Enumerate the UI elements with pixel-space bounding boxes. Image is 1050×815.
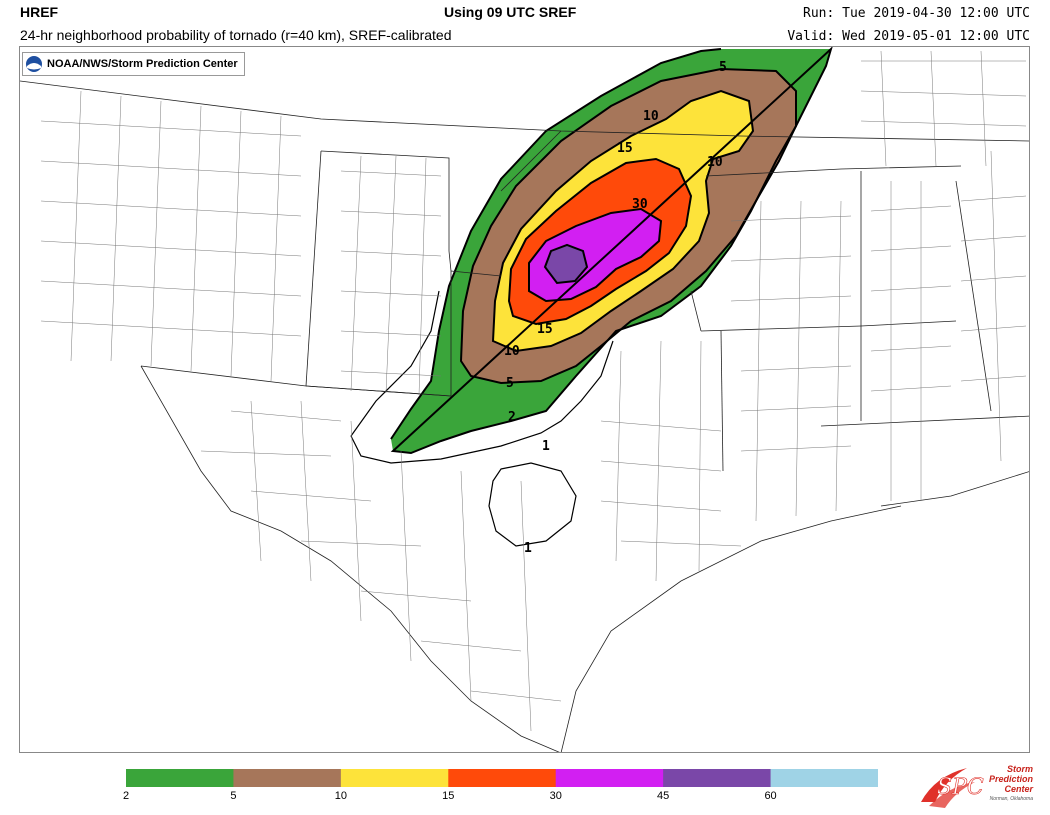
- legend-tick-label: 2: [122, 790, 130, 802]
- map-canvas: 5 10 10 15 30 15 10 5 2 1 1: [20, 47, 1029, 752]
- prob-fill-45: [545, 245, 587, 283]
- legend-tick-label: 10: [334, 790, 347, 802]
- probability-map: 5 10 10 15 30 15 10 5 2 1 1 NOAA/NWS/Sto…: [19, 46, 1030, 753]
- spc-logo-line: Storm: [1006, 764, 1033, 774]
- color-legend: [126, 769, 878, 787]
- noaa-badge-text: NOAA/NWS/Storm Prediction Center: [47, 58, 238, 70]
- legend-tick-label: 60: [764, 790, 777, 802]
- legend-tick-label: 30: [549, 790, 562, 802]
- contour-label: 30: [632, 197, 648, 212]
- spc-logo: SPC Storm Prediction Center Norman, Okla…: [915, 762, 1043, 810]
- spc-logo-mark-text: SPC: [937, 775, 984, 800]
- contour-lines-thin: [350, 290, 614, 547]
- legend-ticks: 2 5 10 15 30 45 60: [0, 790, 1050, 806]
- contour-label: 10: [504, 344, 520, 359]
- contour-label: 5: [506, 376, 514, 391]
- legend-swatch: [770, 769, 878, 787]
- spc-logo-mark: SPC: [921, 768, 984, 808]
- run-time: Run: Tue 2019-04-30 12:00 UTC: [803, 6, 1030, 21]
- state-boundaries: [20, 80, 1029, 752]
- spc-logo-text: Storm Prediction Center Norman, Oklahoma: [989, 764, 1033, 804]
- spc-logo-line: Prediction: [988, 774, 1033, 784]
- contour-label: 5: [719, 60, 727, 75]
- model-name: HREF: [20, 4, 59, 20]
- spc-logo-line: Center: [1004, 784, 1033, 794]
- legend-tick-label: 45: [657, 790, 670, 802]
- contour-label: 1: [524, 541, 532, 556]
- legend-swatch: [663, 769, 772, 787]
- valid-time: Valid: Wed 2019-05-01 12:00 UTC: [787, 29, 1030, 44]
- legend-swatch: [448, 769, 557, 787]
- product-description: 24-hr neighborhood probability of tornad…: [20, 27, 452, 43]
- contour-lines: [390, 47, 833, 455]
- noaa-logo-icon: [25, 55, 43, 73]
- contour-label-group: 5 10 10 15 30 15 10 5 2 1 1: [504, 60, 727, 556]
- legend-swatch: [233, 769, 342, 787]
- legend-swatch: [555, 769, 664, 787]
- county-boundaries: [40, 50, 1027, 732]
- noaa-badge: NOAA/NWS/Storm Prediction Center: [22, 52, 245, 76]
- legend-swatch: [340, 769, 449, 787]
- contour-label: 10: [707, 155, 723, 170]
- contour-label: 10: [643, 109, 659, 124]
- legend-tick-label: 15: [442, 790, 455, 802]
- contour-label: 2: [508, 410, 516, 425]
- contour-label: 1: [542, 439, 550, 454]
- contour-label: 15: [617, 141, 633, 156]
- sref-run-label: Using 09 UTC SREF: [444, 4, 577, 20]
- legend-swatch: [126, 769, 234, 787]
- spc-logo-line: Norman, Oklahoma: [989, 796, 1033, 802]
- legend-tick-label: 5: [230, 790, 237, 802]
- contour-label: 15: [537, 322, 553, 337]
